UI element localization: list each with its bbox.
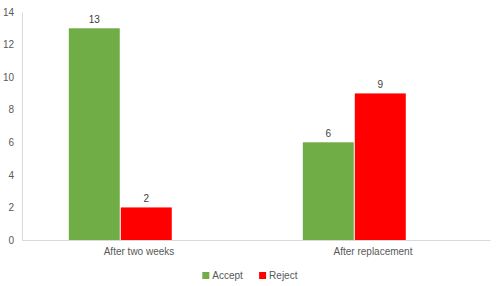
plot-area: 0 2 4 6 8 10 12 14 After two weeks After replacem…: [3, 7, 491, 257]
bar: [303, 142, 354, 240]
x-tick-label: After replacement: [334, 246, 413, 257]
data-labels: 13 6 2 9: [89, 14, 384, 204]
bars: [69, 28, 406, 240]
bar: [121, 207, 172, 240]
legend-item: Reject: [259, 270, 298, 281]
legend-item: Accept: [202, 270, 243, 281]
y-tick: 10: [3, 72, 22, 83]
y-tick-label: 0: [8, 235, 14, 246]
data-label: 2: [143, 193, 149, 204]
x-tick-label: After two weeks: [104, 246, 175, 257]
y-axis: 0 2 4 6 8 10 12 14: [3, 7, 23, 246]
y-tick-label: 8: [8, 104, 14, 115]
y-tick-label: 6: [8, 137, 14, 148]
data-label: 6: [325, 128, 331, 139]
y-tick-label: 4: [8, 170, 14, 181]
x-axis-line: [23, 240, 491, 241]
chart-svg: 0 2 4 6 8 10 12 14 After two weeks After replacem…: [0, 0, 500, 286]
y-tick-label: 14: [3, 7, 15, 18]
y-tick-label: 12: [3, 39, 15, 50]
y-tick-label: 10: [3, 72, 15, 83]
y-axis-line: [22, 13, 23, 241]
data-label: 13: [89, 14, 101, 25]
y-tick: 2: [8, 202, 22, 213]
legend: Accept Reject: [202, 270, 297, 281]
y-tick-label: 2: [8, 202, 14, 213]
x-axis: After two weeks After replacement: [23, 240, 491, 257]
y-tick: 6: [8, 137, 22, 148]
y-tick: 14: [3, 7, 22, 18]
y-tick: 12: [3, 39, 22, 50]
x-tick: After two weeks: [104, 240, 175, 257]
legend-swatch: [202, 272, 209, 279]
bar: [355, 93, 406, 240]
legend-label: Accept: [212, 270, 243, 281]
y-tick: 0: [8, 235, 22, 246]
bar: [69, 28, 120, 240]
x-tick: After replacement: [334, 240, 413, 257]
y-tick: 4: [8, 170, 22, 181]
y-tick: 8: [8, 104, 22, 115]
legend-swatch: [259, 272, 266, 279]
legend-label: Reject: [269, 270, 298, 281]
chart-container: 0 2 4 6 8 10 12 14 After two weeks After replacem…: [0, 0, 500, 286]
data-label: 9: [377, 79, 383, 90]
